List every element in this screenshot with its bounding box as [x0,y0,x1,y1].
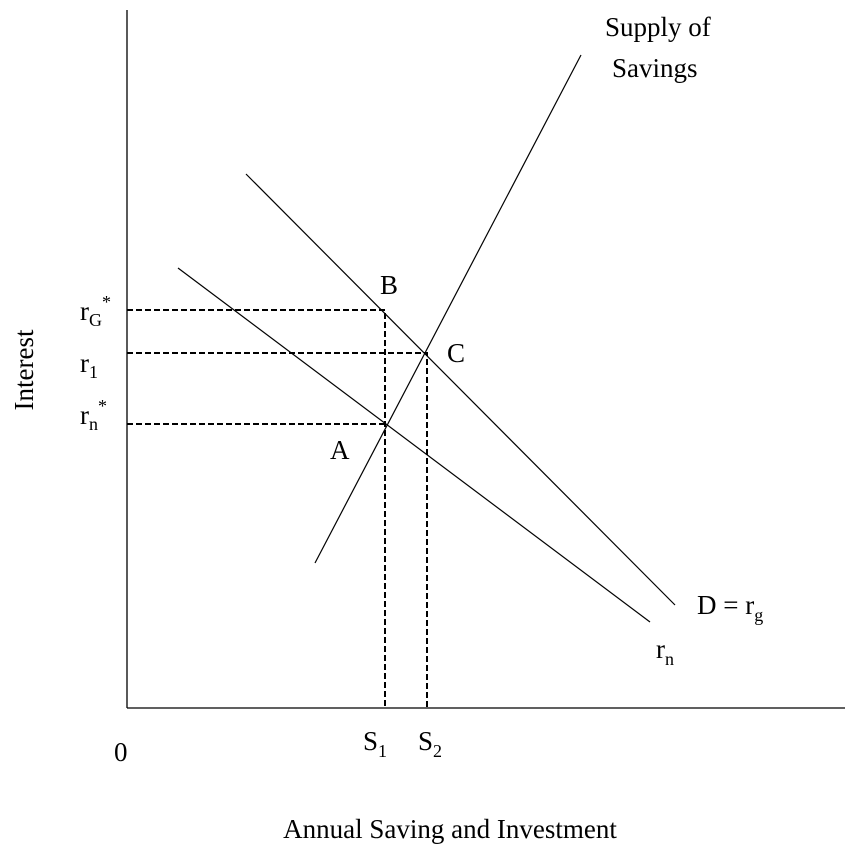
y-label: rG* [80,292,111,330]
label-text: S [363,726,378,756]
label-text: r [80,296,89,326]
point-label: B [380,270,398,300]
origin-label: 0 [114,737,128,767]
point-label: A [330,435,350,465]
label-sub: 2 [433,741,442,761]
label-text: r [80,400,89,430]
point-label: C [447,338,465,368]
label-text: S [418,726,433,756]
label-sub: 1 [378,741,387,761]
y-label: rn* [80,396,107,434]
demand-g-curve [245,173,676,606]
label-text: r [656,634,665,664]
label-sup: * [102,292,111,312]
label-text: r [80,348,89,378]
label-text: D = r [697,590,754,620]
supply-label: Savings [612,53,698,83]
guide-rg [127,309,386,708]
label-sub: n [665,649,674,669]
x-label: S1 [363,726,387,761]
label-sub: g [754,605,763,625]
guide-r1 [127,352,428,708]
supply-label: Supply of [605,12,711,42]
demand-n-label: rn [656,634,674,669]
supply-curve [314,54,582,564]
label-sub: G [89,310,102,330]
x-label: S2 [418,726,442,761]
label-sub: n [89,414,98,434]
label-sub: 1 [89,362,98,382]
y-label: r1 [80,348,98,382]
demand-g-label: D = rg [697,590,763,625]
x-axis-title: Annual Saving and Investment [283,814,617,844]
demand-n-curve [177,267,651,623]
label-sup: * [98,396,107,416]
y-axis-title: Interest [9,329,39,410]
